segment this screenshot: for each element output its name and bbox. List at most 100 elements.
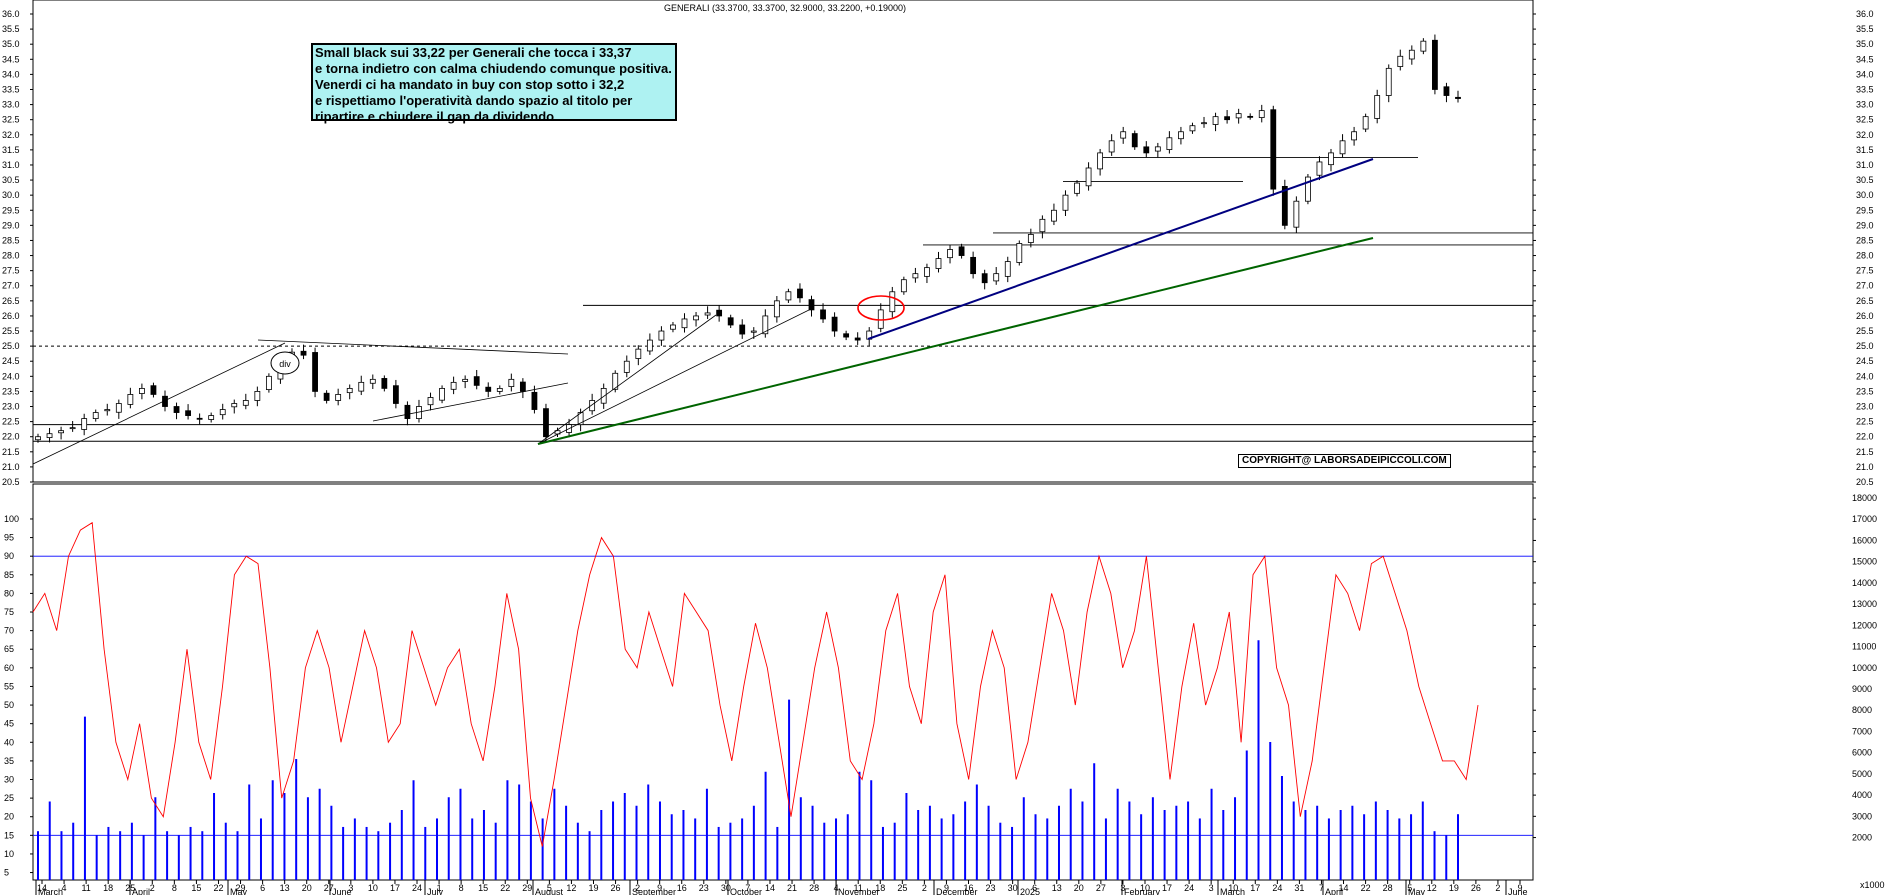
month-label: April: [1325, 887, 1343, 895]
candle-body: [773, 300, 780, 318]
candle-body: [843, 333, 850, 338]
y-tick-label-right: 33.5: [1856, 84, 1874, 94]
candle-body: [693, 315, 699, 321]
candle-body: [1143, 146, 1150, 154]
x-tick-label: 21: [787, 883, 797, 893]
x-tick-label: 5: [1407, 883, 1412, 893]
x-tick-label: 16: [963, 883, 973, 893]
x-tick-label: 14: [1339, 883, 1349, 893]
candle-body: [1108, 140, 1115, 153]
candle-body: [589, 400, 596, 412]
x-tick-label: 25: [897, 883, 907, 893]
x-tick-label: 18: [103, 883, 113, 893]
candle-body: [485, 386, 492, 392]
candle-body: [242, 400, 249, 406]
x-tick-label: 19: [588, 883, 598, 893]
candle-body: [462, 378, 469, 382]
candle-body: [115, 403, 122, 413]
y-tick-label-right: 26.5: [1856, 296, 1874, 306]
candle-body: [104, 409, 111, 412]
vol-tick-label: 16000: [1852, 535, 1877, 545]
candle-body: [785, 291, 792, 301]
candle-body: [912, 273, 919, 279]
candle-body: [1039, 218, 1046, 233]
trendline: [32, 342, 286, 465]
month-label: March: [38, 887, 63, 895]
candle-body: [127, 394, 134, 405]
div-marker-ellipse: [270, 351, 300, 375]
x-tick-label: 22: [500, 883, 510, 893]
candle-body: [970, 256, 977, 275]
osc-tick-label: 25: [4, 793, 14, 803]
candle-body: [369, 378, 376, 384]
candle-body: [716, 309, 723, 317]
candle-body: [1339, 140, 1346, 155]
candle-body: [46, 433, 53, 439]
candle-body: [231, 403, 238, 408]
candle-body: [346, 387, 353, 394]
y-tick-label-right: 36.0: [1856, 9, 1874, 19]
y-tick-label-right: 30.5: [1856, 175, 1874, 185]
y-tick-label-right: 28.5: [1856, 235, 1874, 245]
month-label: December: [936, 887, 978, 895]
candle-body: [600, 387, 607, 404]
candle-body: [797, 288, 803, 299]
y-tick-label-left: 34.5: [2, 54, 20, 64]
osc-tick-label: 5: [4, 868, 9, 878]
x-tick-label: 19: [1449, 883, 1459, 893]
candle-body: [854, 337, 861, 341]
indicator-panel-border: [32, 483, 1534, 881]
y-tick-label-right: 22.5: [1856, 417, 1874, 427]
x-tick-label: 18: [875, 883, 885, 893]
y-tick-label-right: 25.0: [1856, 341, 1874, 351]
x-tick-label: 10: [368, 883, 378, 893]
candle-body: [1351, 131, 1357, 141]
candle-body: [1224, 116, 1231, 121]
y-tick-label-right: 34.0: [1856, 69, 1874, 79]
price-panel-border: [32, 0, 1534, 483]
vol-tick-label: 17000: [1852, 514, 1877, 524]
x-tick-label: 5: [547, 883, 552, 893]
x-tick-label: 27: [324, 883, 334, 893]
vol-tick-label: 4000: [1852, 790, 1872, 800]
month-label: April: [132, 887, 150, 895]
candle-body: [1281, 186, 1288, 226]
trendlines: [32, 158, 1374, 465]
vol-tick-label: 14000: [1852, 578, 1877, 588]
osc-tick-label: 70: [4, 626, 14, 636]
candle-body: [439, 387, 445, 401]
candle-body: [1270, 109, 1277, 190]
gap-highlight-ellipse: [857, 295, 905, 321]
candle-body: [1455, 96, 1461, 99]
trendline: [537, 307, 814, 445]
candle-body: [1097, 152, 1104, 170]
y-tick-label-right: 35.5: [1856, 24, 1874, 34]
y-tick-label-left: 24.0: [2, 371, 20, 381]
osc-tick-label: 90: [4, 551, 14, 561]
vol-tick-label: 18000: [1852, 493, 1877, 503]
x-tick-label: 22: [1361, 883, 1371, 893]
y-tick-label-left: 28.0: [2, 251, 20, 261]
vol-tick-label: 13000: [1852, 599, 1877, 609]
x-tick-label: 3: [348, 883, 353, 893]
candle-body: [958, 246, 965, 256]
candle-body: [473, 376, 480, 386]
candle-body: [1016, 243, 1023, 263]
y-tick-label-right: 33.0: [1856, 100, 1874, 110]
y-tick-label-right: 32.0: [1856, 130, 1874, 140]
candle-body: [404, 404, 411, 419]
candle-body: [635, 348, 642, 359]
osc-tick-label: 50: [4, 700, 14, 710]
vol-tick-label: 15000: [1852, 557, 1877, 567]
y-tick-label-left: 25.0: [2, 341, 20, 351]
candle-body: [1189, 125, 1196, 132]
x-tick-label: 12: [1427, 883, 1437, 893]
month-label: November: [838, 887, 880, 895]
x-tick-label: 17: [1250, 883, 1260, 893]
osc-tick-label: 20: [4, 812, 14, 822]
price-axis: 20.5 20.5 21.0 21.0 21.5 21.5 22.0 22.0 22.5 22.5…: [2, 9, 1874, 487]
candle-body: [924, 267, 930, 277]
osc-tick-label: 65: [4, 644, 14, 654]
x-tick-label: 16: [677, 883, 687, 893]
x-tick-label: 29: [236, 883, 246, 893]
